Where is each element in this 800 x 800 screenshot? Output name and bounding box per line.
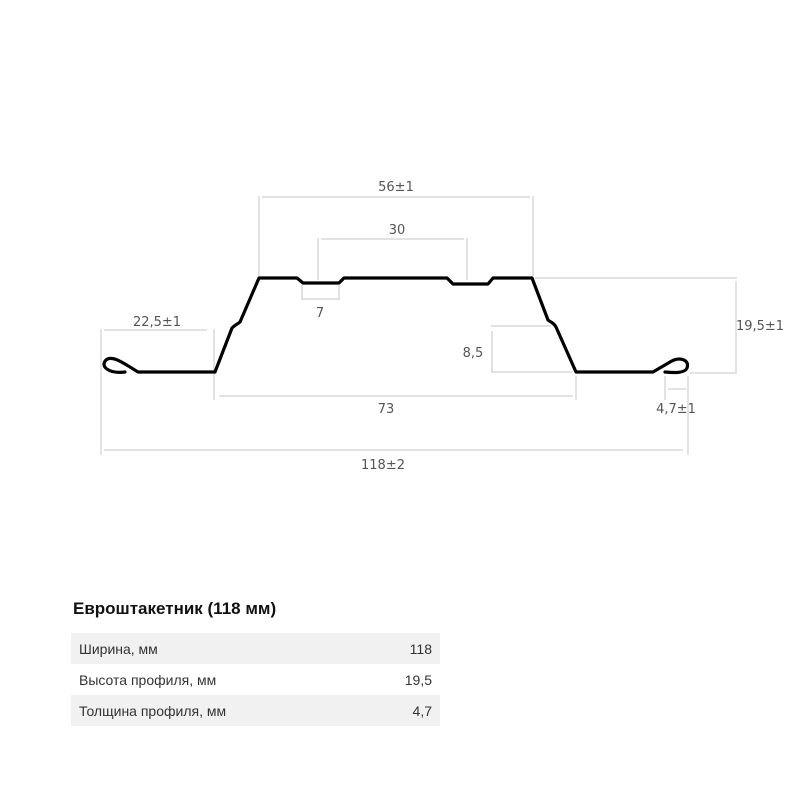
specs-table: Ширина, мм 118 Высота профиля, мм 19,5 Т… <box>71 633 440 726</box>
dim-total-width: 118±2 <box>361 458 405 473</box>
dim-step-height: 8,5 <box>463 346 484 361</box>
table-row: Высота профиля, мм 19,5 <box>71 664 440 695</box>
specs-title: Евроштакетник (118 мм) <box>73 599 277 618</box>
row-label: Высота профиля, мм <box>79 671 217 688</box>
dim-hem: 4,7±1 <box>656 402 696 417</box>
dim-middle-segment: 30 <box>389 223 406 238</box>
row-label: Толщина профиля, мм <box>79 702 227 719</box>
row-label: Ширина, мм <box>79 640 158 657</box>
dim-flange-left: 22,5±1 <box>133 315 181 330</box>
dimension-lines <box>100 196 737 455</box>
profile-outline <box>102 276 690 375</box>
table-row: Толщина профиля, мм 4,7 <box>71 695 440 726</box>
row-value: 118 <box>409 640 432 657</box>
dim-base-width: 73 <box>378 402 395 417</box>
dim-top-width: 56±1 <box>378 180 414 195</box>
row-value: 4,7 <box>412 702 432 719</box>
dimension-labels: 56±1 30 7 22,5±1 8,5 73 118±2 19,5±1 4,7… <box>133 180 784 473</box>
table-row: Ширина, мм 118 <box>71 633 440 664</box>
dim-height: 19,5±1 <box>736 319 784 334</box>
dim-groove: 7 <box>316 306 324 321</box>
row-value: 19,5 <box>404 671 432 688</box>
